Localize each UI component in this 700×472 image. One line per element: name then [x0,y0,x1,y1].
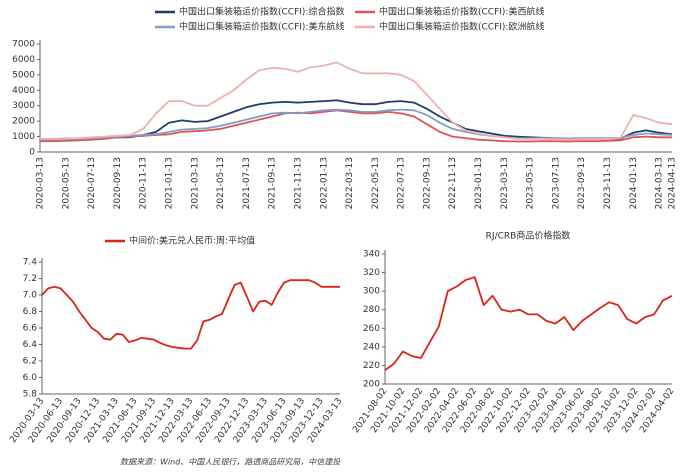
y-tick-label: 1000 [12,132,35,142]
y-tick-label: 6.6 [23,324,38,334]
y-tick-label: 6.4 [23,340,38,350]
y-tick-label: 4000 [12,86,35,96]
series-line [40,108,673,141]
x-tick-label: 2023-01-13 [474,157,484,209]
legend-label: 中国出口集装箱运价指数(CCFI):美西航线 [379,6,544,18]
y-tick-label: 6000 [12,55,35,65]
series-line [41,279,340,350]
x-tick-label: 2022-05-13 [371,157,381,209]
x-tick-label: 2023-05-13 [526,157,536,209]
y-tick-label: 3000 [12,101,35,111]
x-tick-label: 2023-07-13 [551,157,561,209]
x-tick-label: 2021-11-13 [293,157,303,209]
legend-label: 中国出口集装箱运价指数(CCFI):美东航线 [179,21,344,33]
x-tick-label: 2021-05-13 [216,157,226,209]
x-tick-label: 2020-07-13 [87,157,97,209]
y-tick-label: 200 [363,380,380,390]
legend-label: 中间价:美元兑人民币:周:平均值 [129,235,255,247]
x-tick-label: 2024-04-13 [668,157,678,209]
x-tick-label: 2021-09-13 [268,157,278,209]
x-tick-label: 2020-05-13 [61,157,71,209]
x-tick-label: 2021-01-13 [164,157,174,209]
y-tick-label: 220 [363,361,380,371]
y-tick-label: 280 [363,305,380,315]
y-tick-label: 240 [363,342,380,352]
y-tick-label: 7000 [12,40,35,50]
y-tick-label: 320 [363,268,380,278]
x-tick-label: 2023-11-13 [603,157,613,209]
x-tick-label: 2021-07-13 [242,157,252,209]
y-tick-label: 7.4 [23,258,38,268]
x-tick-label: 2020-03-13 [36,157,46,209]
series-line [40,61,673,141]
series-line [384,276,673,371]
chart-title: RJ/CRB商品价格指数 [486,230,571,242]
y-tick-label: 6.8 [23,307,38,317]
x-tick-label: 2020-11-13 [139,157,149,209]
legend-label: 中国出口集装箱运价指数(CCFI):综合指数 [179,6,344,18]
y-tick-label: 5.8 [23,390,38,400]
x-tick-label: 2023-09-13 [577,157,587,209]
x-tick-label: 2022-03-13 [345,157,355,209]
x-tick-label: 2021-03-13 [190,157,200,209]
x-tick-label: 2022-07-13 [397,157,407,209]
y-tick-label: 6.2 [23,357,37,367]
x-tick-label: 2022-11-13 [448,157,458,209]
y-tick-label: 300 [363,287,380,297]
x-tick-label: 2022-09-13 [422,157,432,209]
y-tick-label: 7.0 [23,291,38,301]
y-tick-label: 0 [29,148,35,158]
y-tick-label: 6.0 [23,373,38,383]
legend-label: 中国出口集装箱运价指数(CCFI):欧洲航线 [379,21,544,33]
x-tick-label: 2024-03-13 [655,157,665,209]
source-note: 数据来源：Wind、中国人民银行，路透商品研究局，中信建投 [120,458,341,467]
y-tick-label: 340 [363,250,380,260]
x-tick-label: 2023-03-13 [500,157,510,209]
x-tick-label: 2020-09-13 [113,157,123,209]
y-tick-label: 7.2 [23,274,37,284]
series-line [40,109,672,143]
y-tick-label: 260 [363,324,380,334]
y-tick-label: 5000 [12,70,35,80]
y-tick-label: 2000 [12,117,35,127]
x-tick-label: 2024-01-13 [629,157,639,209]
x-tick-label: 2022-01-13 [319,157,329,209]
